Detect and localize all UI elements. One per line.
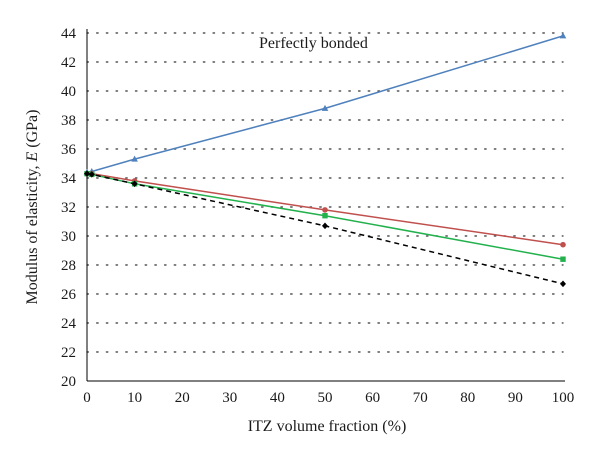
x-tick-label: 40 xyxy=(270,390,285,406)
x-axis-title: ITZ volume fraction (%) xyxy=(248,418,407,435)
x-tick-label: 50 xyxy=(318,390,333,406)
y-tick-label: 36 xyxy=(61,142,77,158)
grid-lines xyxy=(86,32,564,353)
y-tick-label: 32 xyxy=(61,200,76,216)
x-tick-label: 20 xyxy=(175,390,190,406)
data-point xyxy=(322,207,328,213)
data-point xyxy=(84,170,90,177)
y-axis-title: Modulus of elasticity, E (GPa) xyxy=(24,110,41,305)
x-tick-label: 100 xyxy=(552,390,575,406)
series-1 xyxy=(83,32,567,175)
y-tick-label: 42 xyxy=(61,55,76,71)
y-tick-label: 28 xyxy=(61,258,76,274)
data-point xyxy=(88,171,95,178)
data-point xyxy=(559,32,567,39)
data-point xyxy=(131,180,138,188)
x-tick-label: 10 xyxy=(127,390,142,406)
x-tick-labels: 0 10 20 30 40 50 60 70 80 90 100 xyxy=(83,390,574,406)
y-tick-label: 40 xyxy=(61,84,76,100)
data-point xyxy=(322,213,328,219)
x-tick-label: 90 xyxy=(508,390,523,406)
series-4 xyxy=(84,170,566,288)
y-tick-labels: 20 22 24 26 28 30 32 34 36 38 40 42 44 xyxy=(61,26,77,390)
y-tick-label: 22 xyxy=(61,345,76,361)
data-point xyxy=(322,222,328,230)
y-tick-label: 26 xyxy=(61,287,77,303)
y-tick-label: 34 xyxy=(61,171,77,187)
y-axis-title-suffix: (GPa) xyxy=(24,110,41,152)
axes xyxy=(86,29,565,382)
x-tick-label: 80 xyxy=(460,390,475,406)
x-tick-label: 0 xyxy=(83,390,91,406)
data-point xyxy=(321,104,329,111)
y-axis-title-symbol: E xyxy=(24,152,41,163)
y-tick-label: 44 xyxy=(61,26,77,42)
y-axis-title-prefix: Modulus of elasticity, xyxy=(24,162,41,305)
x-tick-label: 70 xyxy=(413,390,428,406)
x-tick-label: 30 xyxy=(222,390,237,406)
series-line xyxy=(86,35,564,173)
data-point xyxy=(560,280,566,288)
data-point xyxy=(131,155,138,162)
x-tick-label: 60 xyxy=(365,390,380,406)
y-tick-label: 38 xyxy=(61,113,76,129)
y-tick-label: 24 xyxy=(61,316,77,332)
data-point xyxy=(560,256,566,262)
data-series xyxy=(83,32,567,288)
y-tick-label: 20 xyxy=(61,374,76,390)
y-tick-label: 30 xyxy=(61,229,76,245)
data-point xyxy=(560,241,566,248)
chart-annotation: Perfectly bonded xyxy=(259,35,368,52)
